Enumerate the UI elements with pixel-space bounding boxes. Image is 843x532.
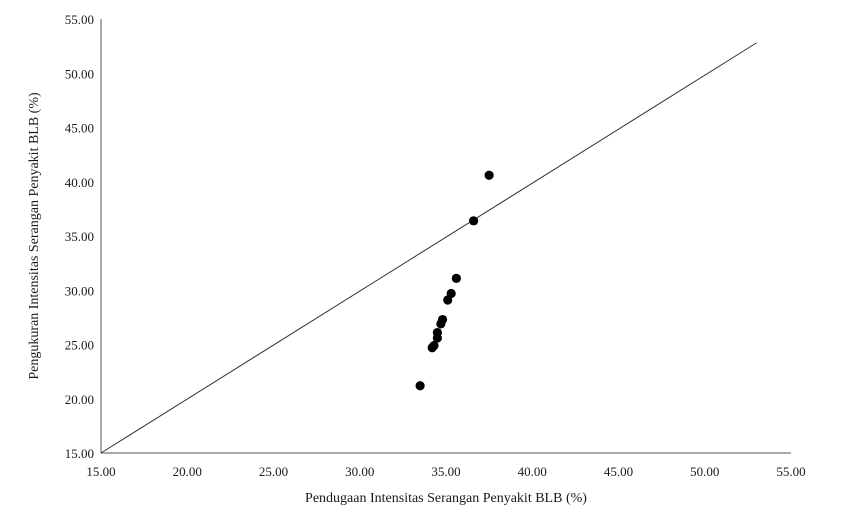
x-tick-label: 30.00 [345, 464, 374, 479]
x-tick-label: 50.00 [690, 464, 719, 479]
reference-line [100, 42, 757, 454]
y-tick-label: 50.00 [65, 66, 94, 81]
data-point [429, 340, 439, 351]
x-tick-label: 35.00 [431, 464, 460, 479]
y-tick-label: 25.00 [65, 338, 94, 353]
x-tick-label: 25.00 [259, 464, 288, 479]
x-tick-label: 20.00 [173, 464, 202, 479]
x-tick-label: 40.00 [518, 464, 547, 479]
y-tick-label: 15.00 [65, 446, 94, 461]
y-tick-label: 45.00 [65, 121, 94, 136]
data-point [446, 288, 456, 299]
y-tick-label: 55.00 [65, 12, 94, 27]
x-tick-label: 45.00 [604, 464, 633, 479]
y-tick-label: 20.00 [65, 392, 94, 407]
data-point [437, 314, 448, 325]
x-tick-label: 15.00 [86, 464, 115, 479]
data-point [432, 327, 442, 338]
data-point [451, 273, 461, 283]
data-point [469, 216, 479, 226]
data-points [415, 170, 494, 391]
y-tick-label: 35.00 [65, 229, 94, 244]
data-point [415, 381, 425, 391]
x-tick-labels: 15.00 20.00 25.00 30.00 35.00 40.00 45.00 50.00… [86, 464, 805, 479]
x-axis-title: Pendugaan Intensitas Serangan Penyakit B… [305, 491, 587, 506]
y-tick-labels: 15.00 20.00 25.00 30.00 35.00 40.00 45.00 50.00… [65, 12, 94, 461]
y-tick-label: 40.00 [65, 175, 94, 190]
x-tick-label: 55.00 [776, 464, 805, 479]
data-point [484, 170, 494, 180]
y-tick-label: 30.00 [65, 283, 94, 298]
axes [100, 19, 791, 454]
y-axis-title: Pengukuran Intensitas Serangan Penyakit … [27, 92, 42, 380]
